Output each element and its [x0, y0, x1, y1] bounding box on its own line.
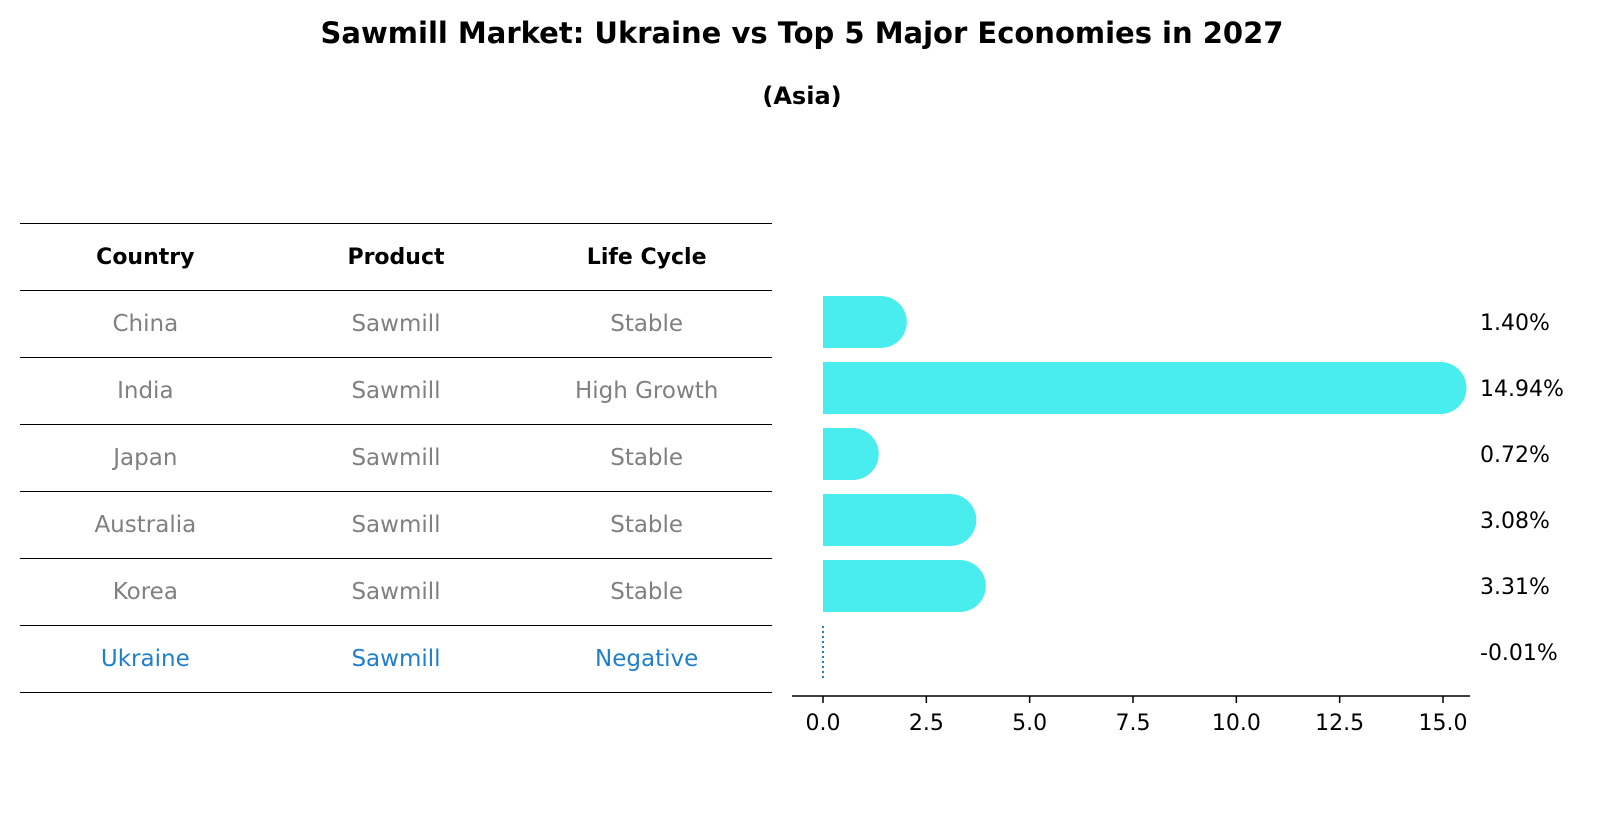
cell-life-cycle: High Growth — [521, 357, 772, 425]
bar-japan — [823, 428, 879, 480]
table-row: India Sawmill High Growth — [20, 357, 772, 425]
value-label: 3.08% — [1480, 509, 1550, 534]
table-header-row: Country Product Life Cycle — [20, 223, 772, 291]
cell-country: Australia — [20, 491, 271, 559]
cell-product: Sawmill — [270, 625, 522, 693]
cell-product: Sawmill — [270, 357, 522, 425]
header-country: Country — [20, 223, 271, 291]
x-tick-label: 12.5 — [1315, 711, 1364, 736]
cell-life-cycle: Stable — [521, 558, 772, 626]
x-tick-label: 10.0 — [1212, 711, 1261, 736]
table-row-highlight: Ukraine Sawmill Negative — [20, 625, 772, 693]
cell-country: China — [20, 290, 271, 358]
value-label: -0.01% — [1480, 641, 1558, 666]
cell-country: Korea — [20, 558, 271, 626]
value-label: 1.40% — [1480, 311, 1550, 336]
cell-country: Japan — [20, 424, 271, 492]
cell-product: Sawmill — [270, 290, 522, 358]
value-label: 14.94% — [1480, 377, 1564, 402]
chart-title: Sawmill Market: Ukraine vs Top 5 Major E… — [320, 16, 1284, 50]
value-label: 3.31% — [1480, 575, 1550, 600]
bar-china — [823, 296, 907, 348]
x-tick-label: 5.0 — [1012, 711, 1047, 736]
table-row: Japan Sawmill Stable — [20, 424, 772, 492]
cell-country: Ukraine — [20, 625, 271, 693]
cell-product: Sawmill — [270, 558, 522, 626]
cell-life-cycle: Stable — [521, 290, 772, 358]
header-life-cycle: Life Cycle — [521, 223, 772, 291]
cell-life-cycle: Stable — [521, 491, 772, 559]
cell-life-cycle: Negative — [521, 625, 772, 693]
table-row: Australia Sawmill Stable — [20, 491, 772, 559]
cell-product: Sawmill — [270, 424, 522, 492]
bar-australia — [823, 494, 977, 546]
table-row: China Sawmill Stable — [20, 290, 772, 358]
x-tick-label: 15.0 — [1419, 711, 1468, 736]
chart-subtitle: (Asia) — [762, 82, 842, 110]
x-tick-label: 2.5 — [909, 711, 944, 736]
x-tick-label: 7.5 — [1116, 711, 1151, 736]
cell-product: Sawmill — [270, 491, 522, 559]
cell-life-cycle: Stable — [521, 424, 772, 492]
value-label: 0.72% — [1480, 443, 1550, 468]
market-table: Country Product Life Cycle China Sawmill… — [20, 223, 772, 693]
table-row: Korea Sawmill Stable — [20, 558, 772, 626]
cell-country: India — [20, 357, 271, 425]
bar-korea — [823, 560, 986, 612]
market-table-grid: Country Product Life Cycle China Sawmill… — [20, 223, 772, 693]
header-product: Product — [270, 223, 522, 291]
x-tick-label: 0.0 — [806, 711, 841, 736]
bar-india — [823, 362, 1467, 414]
